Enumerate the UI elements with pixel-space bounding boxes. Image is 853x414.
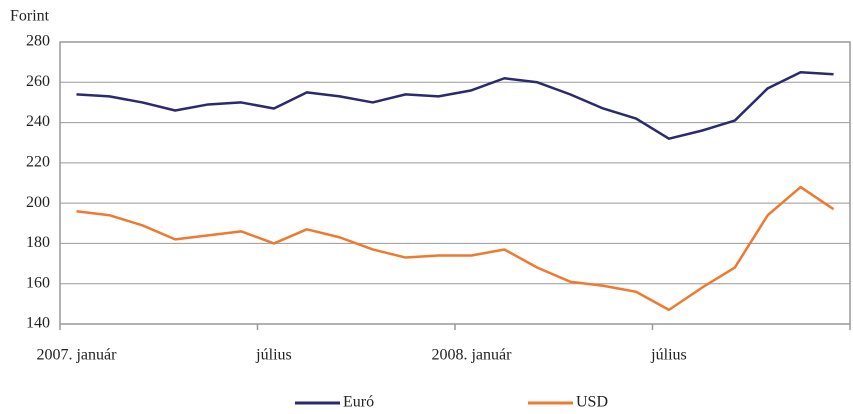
plot-frame xyxy=(59,41,851,325)
y-axis-label: Forint xyxy=(10,8,50,25)
y-tick-label: 160 xyxy=(26,274,50,291)
x-tick-label: 2007. január xyxy=(36,347,117,364)
x-tick-label: 2008. január xyxy=(431,347,512,364)
x-tick-label: július xyxy=(650,347,687,364)
y-tick-label: 200 xyxy=(26,194,50,211)
y-tick-label: 220 xyxy=(26,154,50,171)
y-tick-label: 180 xyxy=(26,234,50,251)
legend-label: Euró xyxy=(343,394,374,411)
legend-label: USD xyxy=(576,394,608,411)
y-tick-label: 280 xyxy=(26,33,50,50)
y-tick-label: 140 xyxy=(26,315,50,332)
y-tick-label: 260 xyxy=(26,73,50,90)
y-tick-label: 240 xyxy=(26,113,50,130)
x-tick-label: július xyxy=(255,347,292,364)
series-line xyxy=(76,185,835,312)
series-line xyxy=(76,70,834,140)
